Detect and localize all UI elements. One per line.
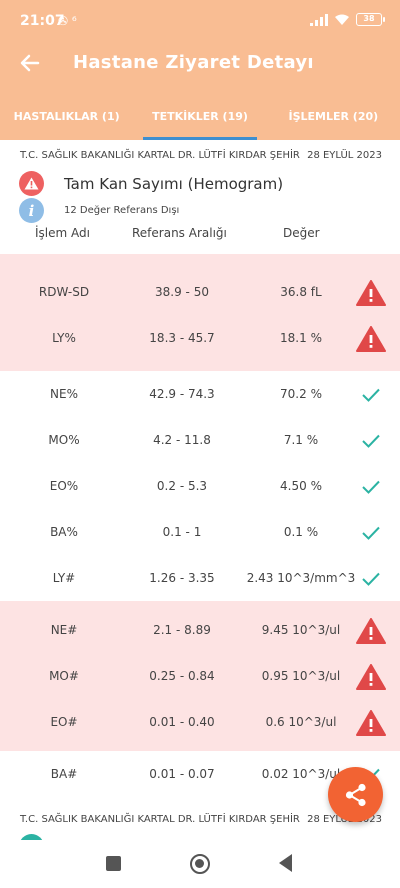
column-range: Referans Aralığı (132, 226, 227, 240)
table-row: LY# 1.26 - 3.35 2.43 10^3/mm^3 (0, 555, 400, 601)
row-value: 2.43 10^3/mm^3 (246, 571, 356, 585)
row-range: 42.9 - 74.3 (149, 387, 215, 401)
check-icon (355, 473, 387, 501)
share-button[interactable] (328, 767, 383, 822)
notification-icons: ✇ ⁶ (58, 14, 77, 28)
row-name: NE# (50, 623, 78, 637)
row-name: MO# (49, 669, 79, 683)
check-icon (355, 565, 387, 593)
row-value: 70.2 % (280, 387, 322, 401)
row-range: 18.3 - 45.7 (149, 331, 215, 345)
row-name: LY% (52, 331, 76, 345)
column-value: Değer (283, 226, 320, 240)
app-bar: 21:07 ✇ ⁶ 38 Hastane Ziyaret Detayı HAST… (0, 0, 400, 140)
check-icon (355, 427, 387, 455)
back-icon[interactable] (279, 854, 292, 872)
row-name: MO% (48, 433, 80, 447)
results-table: RDW-SD 38.9 - 50 36.8 fL LY% 18.3 - 45.7… (0, 254, 400, 797)
recents-icon[interactable] (106, 856, 121, 871)
row-name: NE% (50, 387, 78, 401)
visit-date: 28 EYLÜL 2023 (307, 150, 382, 161)
table-row: NE# 2.1 - 8.89 9.45 10^3/ul (0, 607, 400, 653)
row-range: 0.25 - 0.84 (149, 669, 215, 683)
row-value: 36.8 fL (280, 285, 322, 299)
row-range: 0.01 - 0.07 (149, 767, 215, 781)
warning-triangle-icon (355, 617, 387, 645)
row-value: 7.1 % (283, 433, 319, 447)
table-row: NE% 42.9 - 74.3 70.2 % (0, 371, 400, 417)
table-row: MO% 4.2 - 11.8 7.1 % (0, 417, 400, 463)
battery-icon: 38 (356, 13, 385, 26)
table-row: EO% 0.2 - 5.3 4.50 % (0, 463, 400, 509)
next-record-header: T.C. SAĞLIK BAKANLIĞI KARTAL DR. LÜTFİ K… (20, 814, 382, 825)
table-header: İşlem Adı Referans Aralığı Değer (0, 226, 400, 244)
row-name: EO% (49, 479, 79, 493)
record-header: T.C. SAĞLIK BAKANLIĞI KARTAL DR. LÜTFİ K… (20, 150, 382, 161)
row-name: RDW-SD (38, 285, 90, 299)
row-name: EO# (50, 715, 78, 729)
table-row: EO# 0.01 - 0.40 0.6 10^3/ul (0, 699, 400, 745)
signal-icon (310, 13, 328, 26)
row-range: 4.2 - 11.8 (153, 433, 211, 447)
test-name: Tam Kan Sayımı (Hemogram) (64, 174, 284, 193)
tab-diseases[interactable]: HASTALIKLAR (1) (13, 110, 120, 123)
row-range: 2.1 - 8.89 (153, 623, 211, 637)
check-icon (355, 519, 387, 547)
out-of-range-count: 12 Değer Referans Dışı (64, 205, 180, 216)
row-range: 38.9 - 50 (155, 285, 209, 299)
row-name: BA# (50, 767, 78, 781)
warning-icon (19, 171, 44, 196)
row-value: 0.6 10^3/ul (265, 715, 337, 729)
system-nav-bar (0, 840, 400, 888)
row-range: 0.1 - 1 (162, 525, 202, 539)
row-name: BA% (50, 525, 78, 539)
table-row: RDW-SD 38.9 - 50 36.8 fL (0, 269, 400, 315)
table-row: LY% 18.3 - 45.7 18.1 % (0, 315, 400, 361)
table-row: MO# 0.25 - 0.84 0.95 10^3/ul (0, 653, 400, 699)
status-time: 21:07 (20, 13, 65, 29)
warning-triangle-icon (355, 279, 387, 307)
row-value: 4.50 % (280, 479, 322, 493)
status-right: 38 (310, 13, 385, 26)
test-title-line: Tam Kan Sayımı (Hemogram) (19, 171, 283, 196)
info-icon: i (19, 198, 44, 223)
warning-triangle-icon (355, 325, 387, 353)
share-icon (345, 783, 366, 806)
tab-tests[interactable]: TETKİKLER (19) (133, 100, 266, 140)
row-value: 0.1 % (283, 525, 319, 539)
check-icon (355, 381, 387, 409)
wifi-icon (335, 14, 349, 25)
back-arrow-icon[interactable] (18, 51, 42, 75)
row-value: 0.95 10^3/ul (261, 669, 341, 683)
page-title: Hastane Ziyaret Detayı (73, 52, 314, 73)
out-of-range-summary: i 12 Değer Referans Dışı (19, 198, 179, 223)
row-range: 0.2 - 5.3 (156, 479, 208, 493)
hospital-name: T.C. SAĞLIK BAKANLIĞI KARTAL DR. LÜTFİ K… (20, 814, 300, 825)
row-range: 1.26 - 3.35 (149, 571, 215, 585)
hospital-name: T.C. SAĞLIK BAKANLIĞI KARTAL DR. LÜTFİ K… (20, 150, 300, 161)
row-value: 18.1 % (280, 331, 322, 345)
home-icon[interactable] (190, 854, 210, 874)
column-name: İşlem Adı (35, 226, 90, 240)
row-range: 0.01 - 0.40 (149, 715, 215, 729)
warning-triangle-icon (355, 709, 387, 737)
row-value: 0.02 10^3/ul (261, 767, 341, 781)
status-bar: 21:07 ✇ ⁶ 38 (0, 0, 400, 40)
tab-bar: HASTALIKLAR (1) TETKİKLER (19) İŞLEMLER … (0, 100, 400, 140)
table-row: BA# 0.01 - 0.07 0.02 10^3/ul (0, 751, 400, 797)
tab-procedures[interactable]: İŞLEMLER (20) (288, 110, 379, 123)
warning-triangle-icon (355, 663, 387, 691)
table-row: BA% 0.1 - 1 0.1 % (0, 509, 400, 555)
row-value: 9.45 10^3/ul (261, 623, 341, 637)
row-name: LY# (52, 571, 76, 585)
